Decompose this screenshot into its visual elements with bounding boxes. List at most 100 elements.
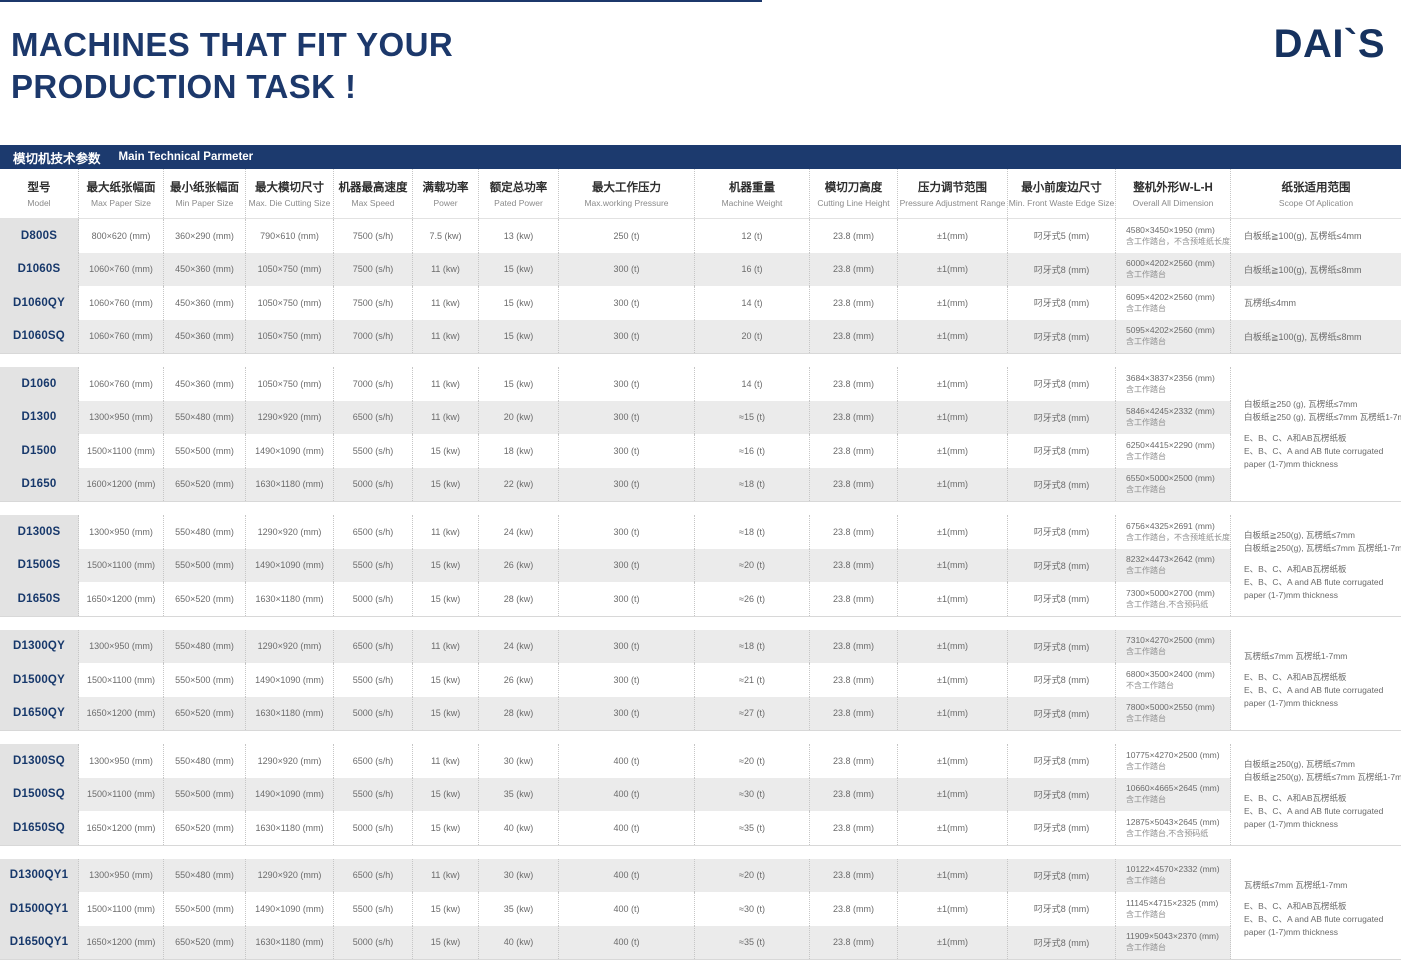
dimension-cell: 6000×4202×2560 (mm) 含工作踏台 <box>1116 252 1231 286</box>
scope-line: paper (1-7)mm thickness <box>1244 697 1339 708</box>
data-cell: 300 (t) <box>559 548 695 582</box>
dimension-cell: 7310×4270×2500 (mm) 含工作踏台 <box>1116 629 1231 663</box>
data-cell: 400 (t) <box>559 811 695 845</box>
column-header-en: Model <box>27 198 51 208</box>
table-group: D800S 800×620 (mm) 360×290 (mm) 790×610 (mm… <box>0 219 1401 354</box>
data-cell: 400 (t) <box>559 744 695 778</box>
data-cell: 1290×920 (mm) <box>246 400 334 434</box>
data-cell: 5000 (s/h) <box>334 925 413 959</box>
dimension-cell: 6250×4415×2290 (mm) 含工作踏台 <box>1116 434 1231 468</box>
data-cell: 28 (kw) <box>479 582 559 616</box>
scope-merged-cell: 瓦楞纸≤7mm 瓦楞纸1-7mm E、B、C、A和AB瓦楞纸板 E、B、C、A an… <box>1231 629 1401 730</box>
data-cell: 23.8 (mm) <box>810 663 898 697</box>
data-cell: ±1(mm) <box>898 252 1008 286</box>
data-cell: 叼牙式8 (mm) <box>1008 367 1116 401</box>
dimension-cell: 4580×3450×1950 (mm) 含工作踏台，不含预堆纸长度 <box>1116 219 1231 253</box>
dimension-cell: 6550×5000×2500 (mm) 含工作踏台 <box>1116 467 1231 501</box>
data-cell: 450×360 (mm) <box>164 367 246 401</box>
data-cell: 1290×920 (mm) <box>246 515 334 549</box>
data-cell: ≈20 (t) <box>695 548 810 582</box>
data-cell: 400 (t) <box>559 925 695 959</box>
dimension-note: 含工作踏台 <box>1126 943 1166 953</box>
data-cell: 550×480 (mm) <box>164 515 246 549</box>
column-header-en: Overall All Dimension <box>1132 198 1214 208</box>
dimension-value: 6756×4325×2691 (mm) <box>1126 520 1215 531</box>
data-cell: 叼牙式5 (mm) <box>1008 219 1116 253</box>
dimension-value: 12875×5043×2645 (mm) <box>1126 816 1220 827</box>
data-cell: 550×500 (mm) <box>164 892 246 926</box>
data-cell: 1630×1180 (mm) <box>246 467 334 501</box>
data-cell: 11 (kw) <box>413 744 479 778</box>
data-cell: ±1(mm) <box>898 467 1008 501</box>
page-title-line2: PRODUCTION TASK ! <box>11 68 357 105</box>
data-cell: 15 (kw) <box>413 925 479 959</box>
data-cell: 360×290 (mm) <box>164 219 246 253</box>
data-cell: ±1(mm) <box>898 744 1008 778</box>
data-cell: 13 (kw) <box>479 219 559 253</box>
data-cell: ±1(mm) <box>898 548 1008 582</box>
data-cell: 40 (kw) <box>479 811 559 845</box>
data-cell: 15 (kw) <box>479 367 559 401</box>
data-cell: 18 (kw) <box>479 434 559 468</box>
data-cell: 11 (kw) <box>413 858 479 892</box>
data-cell: 11 (kw) <box>413 629 479 663</box>
data-cell: 5000 (s/h) <box>334 467 413 501</box>
data-cell: 6500 (s/h) <box>334 629 413 663</box>
data-cell: 23.8 (mm) <box>810 434 898 468</box>
data-cell: 20 (t) <box>695 319 810 353</box>
data-cell: 40 (kw) <box>479 925 559 959</box>
data-cell: 23.8 (mm) <box>810 319 898 353</box>
data-cell: 300 (t) <box>559 696 695 730</box>
data-cell: 叼牙式8 (mm) <box>1008 892 1116 926</box>
dimension-value: 10122×4570×2332 (mm) <box>1126 864 1220 875</box>
data-cell: 1300×950 (mm) <box>79 629 164 663</box>
data-cell: 650×520 (mm) <box>164 582 246 616</box>
dimension-note: 含工作踏台 <box>1126 270 1166 280</box>
column-header: 满载功率 Power <box>413 169 479 218</box>
data-cell: 650×520 (mm) <box>164 811 246 845</box>
column-header: 机器重量 Machine Weight <box>695 169 810 218</box>
data-cell: 7000 (s/h) <box>334 367 413 401</box>
model-cell: D1060QY <box>0 286 79 320</box>
data-cell: ≈30 (t) <box>695 892 810 926</box>
column-header-en: Max Paper Size <box>91 198 151 208</box>
dimension-value: 11145×4715×2325 (mm) <box>1126 897 1219 908</box>
data-cell: 450×360 (mm) <box>164 252 246 286</box>
dimension-value: 7800×5000×2550 (mm) <box>1126 702 1215 713</box>
data-cell: 叼牙式8 (mm) <box>1008 319 1116 353</box>
data-cell: 300 (t) <box>559 286 695 320</box>
data-cell: 300 (t) <box>559 515 695 549</box>
dimension-value: 6550×5000×2500 (mm) <box>1126 473 1215 484</box>
data-cell: 7500 (s/h) <box>334 219 413 253</box>
dimension-value: 6000×4202×2560 (mm) <box>1126 258 1215 269</box>
dimension-cell: 8232×4473×2642 (mm) 含工作踏台 <box>1116 548 1231 582</box>
table-group: 白板纸≧250(g), 瓦楞纸≤7mm 白板纸≧250(g), 瓦楞纸≤7mm 瓦… <box>0 744 1401 846</box>
dimension-cell: 5846×4245×2332 (mm) 含工作踏台 <box>1116 400 1231 434</box>
column-header-zh: 满载功率 <box>422 182 469 194</box>
scope-paragraph: E、B、C、A和AB瓦楞纸板 E、B、C、A and AB flute corru… <box>1244 563 1383 602</box>
data-cell: 1630×1180 (mm) <box>246 582 334 616</box>
data-cell: 6500 (s/h) <box>334 400 413 434</box>
scope-paragraph: E、B、C、A和AB瓦楞纸板 E、B、C、A and AB flute corru… <box>1244 900 1383 939</box>
scope-line: 白板纸≧250(g), 瓦楞纸≤7mm <box>1244 758 1355 769</box>
data-cell: ≈18 (t) <box>695 515 810 549</box>
dimension-cell: 10775×4270×2500 (mm) 含工作踏台 <box>1116 744 1231 778</box>
column-header-en: Machine Weight <box>721 198 783 208</box>
brand-logo: DAI`S <box>1273 22 1385 66</box>
data-cell: 15 (kw) <box>413 663 479 697</box>
data-cell: 550×480 (mm) <box>164 858 246 892</box>
scope-line: 白板纸≧250(g), 瓦楞纸≤7mm <box>1244 529 1355 540</box>
data-cell: 11 (kw) <box>413 515 479 549</box>
dimension-value: 5095×4202×2560 (mm) <box>1126 325 1215 336</box>
data-cell: 11 (kw) <box>413 252 479 286</box>
data-cell: 15 (kw) <box>413 467 479 501</box>
data-cell: 550×500 (mm) <box>164 663 246 697</box>
model-cell: D1650SQ <box>0 811 79 845</box>
data-cell: 1500×1100 (mm) <box>79 663 164 697</box>
data-cell: 7.5 (kw) <box>413 219 479 253</box>
model-cell: D1650S <box>0 582 79 616</box>
data-cell: ≈16 (t) <box>695 434 810 468</box>
data-cell: ≈21 (t) <box>695 663 810 697</box>
data-cell: ±1(mm) <box>898 925 1008 959</box>
data-cell: 15 (kw) <box>479 286 559 320</box>
